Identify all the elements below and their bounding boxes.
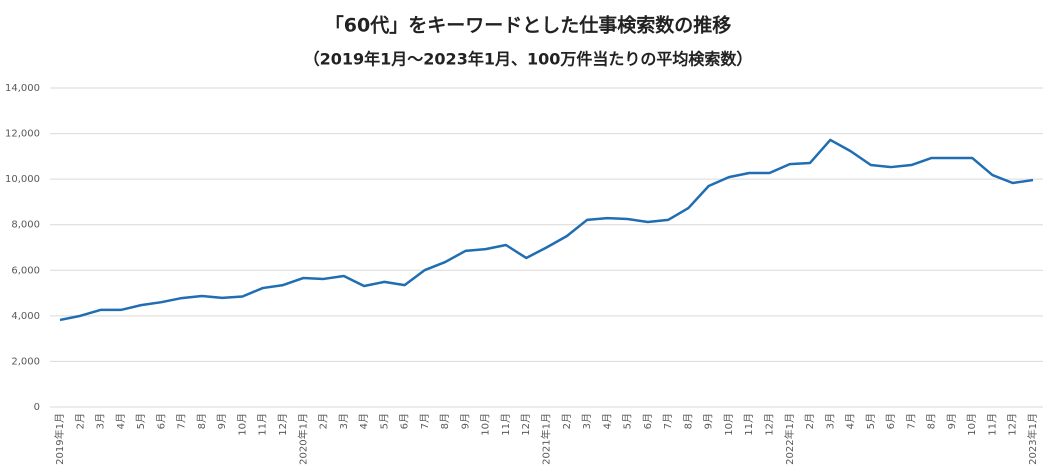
x-tick-label: 11月 (743, 413, 755, 436)
x-tick-label: 11月 (500, 413, 512, 436)
chart-title: 「60代」をキーワードとした仕事検索数の推移 (325, 14, 731, 37)
line (59, 138, 1034, 322)
x-tick-label: 2021年1月 (540, 413, 553, 465)
x-tick-label: 6月 (155, 413, 167, 429)
x-tick-label: 10月 (966, 413, 978, 436)
x-tick-label: 8月 (196, 413, 208, 429)
x-tick-label: 6月 (399, 413, 411, 429)
x-tick-label: 3月 (581, 413, 593, 429)
x-tick-label: 11月 (257, 413, 269, 436)
x-tick-label: 12月 (1007, 413, 1019, 436)
x-tick-label: 2020年1月 (296, 413, 309, 465)
x-tick-label: 9月 (216, 413, 228, 429)
x-tick-label: 10月 (480, 413, 492, 436)
y-tick-label: 2,000 (11, 356, 40, 367)
x-tick-label: 2月 (561, 413, 573, 429)
x-tick-label: 6月 (885, 413, 897, 429)
x-tick-label: 4月 (845, 413, 857, 429)
x-tick-label: 5月 (622, 413, 634, 429)
x-tick-label: 8月 (682, 413, 694, 429)
chart-subtitle: （2019年1月〜2023年1月、100万件当たりの平均検索数） (304, 50, 753, 69)
x-tick-label: 5月 (135, 413, 147, 429)
y-tick-label: 0 (34, 402, 40, 413)
x-tick-label: 7月 (176, 413, 188, 429)
x-tick-label: 7月 (662, 413, 674, 429)
x-tick-label: 9月 (946, 413, 958, 429)
x-tick-label: 12月 (520, 413, 532, 436)
x-tick-label: 2月 (74, 413, 86, 429)
y-tick-label: 10,000 (5, 174, 40, 185)
x-tick-label: 5月 (378, 413, 390, 429)
y-tick-label: 14,000 (5, 83, 40, 94)
x-tick-label: 4月 (115, 413, 127, 429)
x-tick-label: 2019年1月 (53, 413, 66, 465)
x-tick-label: 10月 (236, 413, 248, 436)
x-tick-label: 5月 (865, 413, 877, 429)
x-tick-label: 6月 (642, 413, 654, 429)
y-tick-label: 12,000 (5, 129, 40, 140)
y-tick-label: 4,000 (11, 311, 40, 322)
x-tick-label: 12月 (763, 413, 775, 436)
x-tick-label: 11月 (986, 413, 998, 436)
x-tick-label: 4月 (601, 413, 613, 429)
x-tick-label: 7月 (905, 413, 917, 429)
x-tick-label: 2月 (318, 413, 330, 429)
x-tick-label: 10月 (723, 413, 735, 436)
x-tick-label: 2022年1月 (783, 413, 796, 465)
x-tick-label: 4月 (358, 413, 370, 429)
x-tick-label: 7月 (419, 413, 431, 429)
x-tick-label: 8月 (926, 413, 938, 429)
x-tick-label: 2月 (804, 413, 816, 429)
x-tick-label: 12月 (277, 413, 289, 436)
y-tick-label: 8,000 (11, 220, 40, 231)
x-tick-label: 3月 (95, 413, 107, 429)
x-tick-label: 9月 (459, 413, 471, 429)
y-tick-label: 6,000 (11, 265, 40, 276)
x-tick-label: 8月 (439, 413, 451, 429)
x-tick-label: 3月 (824, 413, 836, 429)
x-tick-label: 2023年1月 (1026, 413, 1039, 465)
x-tick-label: 9月 (703, 413, 715, 429)
x-tick-label: 3月 (338, 413, 350, 429)
